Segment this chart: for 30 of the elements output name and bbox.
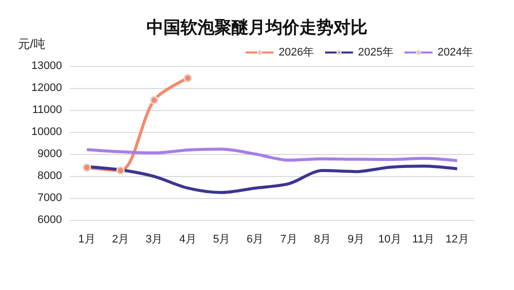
legend-label: 2026年 [278, 46, 314, 58]
y-tick-label: 9000 [38, 148, 62, 160]
x-tick-label: 10月 [378, 234, 402, 246]
y-tick-label: 12000 [31, 82, 62, 94]
x-tick-label: 4月 [179, 234, 196, 246]
y-tick-label: 7000 [38, 192, 62, 204]
point [184, 74, 192, 82]
x-tick-label: 12月 [446, 234, 469, 246]
y-tick-label: 11000 [32, 104, 62, 116]
y-tick-label: 13000 [31, 60, 62, 72]
x-tick-label: 11月 [412, 234, 435, 246]
legend-label: 2024年 [438, 46, 474, 58]
point [150, 96, 158, 104]
x-tick-label: 8月 [314, 234, 332, 246]
line-series [85, 148, 459, 162]
chart-title: 中国软泡聚醚月均价走势对比 [146, 18, 368, 37]
point [82, 163, 92, 172]
y-tick-label: 8000 [38, 170, 62, 182]
y-axis-title: 元/吨 [18, 37, 46, 51]
x-tick-label: 3月 [146, 234, 163, 246]
x-tick-label: 2月 [112, 234, 130, 246]
legend-label: 2025年 [358, 46, 394, 58]
x-tick-label: 1月 [78, 234, 96, 246]
x-tick-label: 5月 [212, 234, 230, 246]
x-tick-label: 7月 [280, 234, 298, 246]
y-tick-label: 10000 [31, 126, 62, 138]
x-tick-label: 6月 [246, 234, 264, 246]
point [116, 166, 125, 175]
x-tick-label: 9月 [348, 234, 365, 246]
y-tick-label: 6000 [38, 214, 62, 226]
